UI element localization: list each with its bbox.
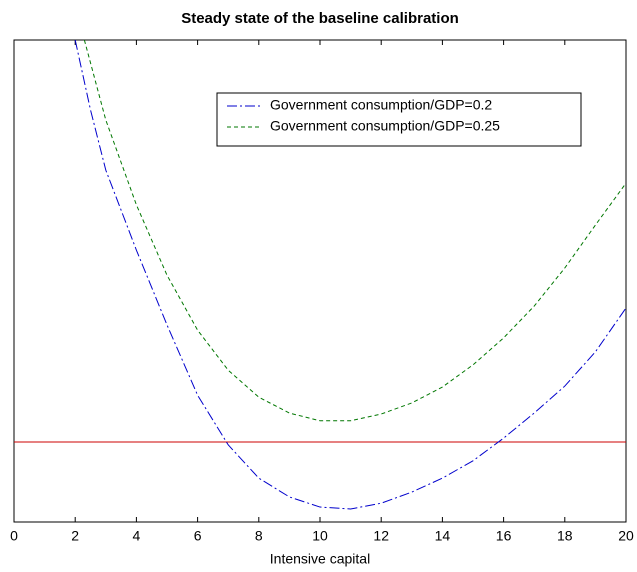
x-tick-label: 20 xyxy=(618,528,634,544)
series-line xyxy=(74,39,627,510)
x-tick-label: 4 xyxy=(133,528,141,544)
x-tick-label: 18 xyxy=(557,528,573,544)
x-tick-label: 2 xyxy=(71,528,79,544)
legend-label: Government consumption/GDP=0.2 xyxy=(270,97,492,113)
x-tick-label: 6 xyxy=(194,528,202,544)
legend-box xyxy=(216,92,582,147)
x-tick-label: 14 xyxy=(435,528,451,544)
x-tick-label: 12 xyxy=(373,528,389,544)
x-tick-label: 0 xyxy=(10,528,18,544)
series-line xyxy=(83,39,627,422)
chart-title: Steady state of the baseline calibration xyxy=(181,10,459,27)
x-tick-label: 8 xyxy=(255,528,263,544)
x-tick-label: 10 xyxy=(312,528,328,544)
legend-label: Government consumption/GDP=0.25 xyxy=(270,118,500,134)
x-axis-label: Intensive capital xyxy=(270,551,370,567)
x-tick-label: 16 xyxy=(496,528,512,544)
